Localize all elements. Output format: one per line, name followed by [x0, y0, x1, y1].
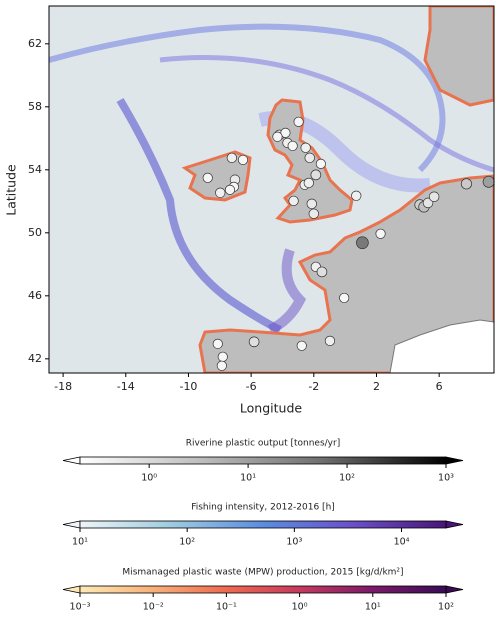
- river-point: [288, 195, 299, 206]
- colorbar-extend-high: [445, 585, 464, 594]
- colorbar-tick-label: 10⁻²: [143, 602, 164, 613]
- river-point: [375, 228, 386, 239]
- river-point: [310, 169, 322, 181]
- colorbar-tick-label: 10³: [286, 537, 302, 548]
- colorbar-tick-label: 10³: [438, 473, 454, 484]
- colorbar-title: Riverine plastic output [tonnes/yr]: [186, 439, 340, 449]
- x-tick-label: -14: [117, 380, 135, 393]
- colorbar: [79, 585, 447, 594]
- colorbar-title: Mismanaged plastic waste (MPW) productio…: [122, 568, 403, 578]
- river-point: [217, 351, 228, 362]
- river-point: [224, 184, 236, 195]
- x-axis-label: Longitude: [240, 401, 302, 416]
- river-point: [293, 116, 304, 127]
- y-axis-label: Latitude: [4, 164, 19, 216]
- colorbar-tick-label: 10²: [179, 537, 195, 548]
- river-point: [304, 152, 315, 164]
- river-point: [428, 191, 440, 202]
- colorbar-extend-low: [62, 585, 81, 594]
- river-point: [351, 190, 362, 201]
- river-point: [460, 178, 472, 190]
- river-point: [237, 154, 249, 165]
- river-point: [280, 127, 291, 138]
- river-point: [272, 131, 283, 142]
- colorbar: [79, 520, 447, 529]
- colorbar-tick-label: 10¹: [240, 473, 256, 484]
- river-point: [287, 140, 298, 151]
- x-tick-label: -10: [179, 380, 197, 393]
- points-layer: [202, 116, 495, 371]
- colorbar-extend-low: [62, 456, 81, 465]
- colorbar-tick-label: 10²: [438, 602, 454, 613]
- y-tick-label: 54: [28, 163, 42, 176]
- colorbar-extend-high: [445, 520, 464, 529]
- y-tick-label: 46: [28, 289, 42, 302]
- river-point: [324, 335, 336, 346]
- colorbar-tick-label: 10⁴: [394, 537, 410, 548]
- river-point: [482, 175, 495, 188]
- river-point: [202, 172, 213, 183]
- river-point: [226, 152, 237, 163]
- y-tick-label: 58: [28, 100, 42, 113]
- river-point: [308, 208, 319, 219]
- colorbar-tick-label: 10¹: [365, 602, 381, 613]
- colorbar-tick-label: 10⁰: [141, 473, 157, 484]
- map-frame: [48, 5, 495, 374]
- river-point: [316, 266, 328, 278]
- river-point: [356, 236, 369, 250]
- river-point: [248, 336, 260, 348]
- river-point: [212, 338, 223, 349]
- y-tick-label: 62: [28, 37, 42, 50]
- river-point: [300, 142, 311, 153]
- x-tick-label: -18: [54, 380, 72, 393]
- colorbar-tick-label: 10²: [339, 473, 355, 484]
- colorbar-title: Fishing intensity, 2012-2016 [h]: [191, 503, 335, 513]
- colorbar-tick-label: 10¹: [72, 537, 88, 548]
- river-point: [303, 177, 314, 189]
- colorbar-tick-label: 10⁻³: [70, 602, 91, 613]
- x-tick-label: -2: [308, 380, 319, 393]
- river-point: [215, 187, 226, 198]
- colorbar-extend-low: [62, 520, 81, 529]
- x-tick-label: 6: [436, 380, 443, 393]
- y-tick-label: 50: [28, 226, 42, 239]
- map-background: [49, 6, 494, 373]
- river-point: [306, 198, 317, 210]
- colorbar-tick-label: 10⁻¹: [216, 602, 237, 613]
- river-point: [296, 340, 307, 351]
- x-tick-label: -6: [246, 380, 257, 393]
- river-point: [315, 158, 326, 169]
- river-point: [216, 360, 227, 371]
- colorbar: [79, 456, 447, 465]
- y-tick-label: 42: [28, 352, 42, 365]
- colorbar-tick-label: 10⁰: [292, 602, 308, 613]
- x-tick-label: 2: [373, 380, 380, 393]
- colorbar-extend-high: [445, 456, 464, 465]
- river-point: [339, 292, 350, 303]
